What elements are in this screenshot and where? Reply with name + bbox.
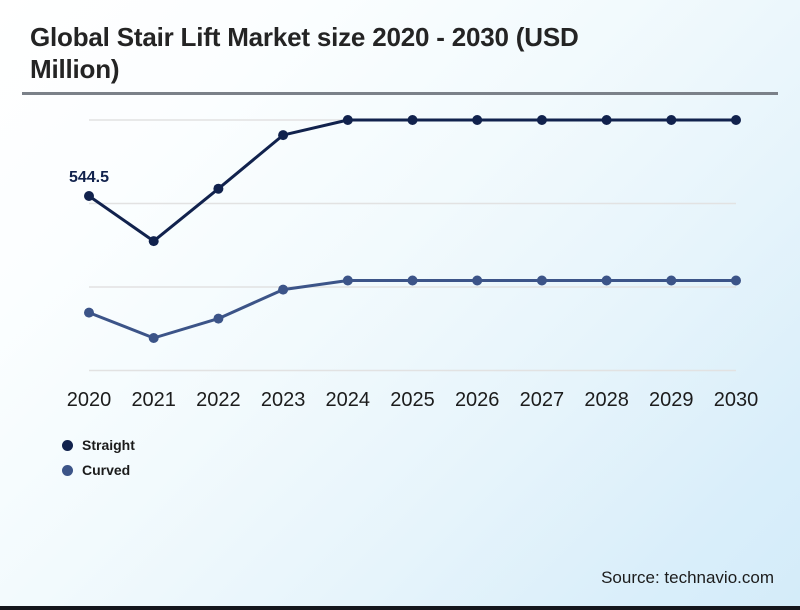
title-divider bbox=[22, 92, 778, 95]
data-point-straight-2020[interactable] bbox=[84, 191, 94, 201]
data-point-curved-2030[interactable] bbox=[731, 275, 741, 286]
data-point-straight-2024[interactable] bbox=[342, 115, 353, 125]
x-axis-tick-2029: 2029 bbox=[649, 389, 694, 411]
data-point-straight-2023[interactable] bbox=[278, 130, 289, 141]
data-point-straight-2029[interactable] bbox=[666, 115, 677, 125]
data-point-straight-2030[interactable] bbox=[731, 115, 741, 125]
data-point-straight-2022[interactable] bbox=[213, 183, 224, 194]
series-lines-group bbox=[87, 118, 738, 340]
legend-item-curved[interactable]: Curved bbox=[62, 458, 135, 482]
data-point-curved-2020[interactable] bbox=[84, 307, 94, 318]
data-point-straight-2025[interactable] bbox=[407, 115, 418, 125]
value-labels-group: 544.5 bbox=[69, 169, 109, 186]
data-point-straight-2028[interactable] bbox=[601, 115, 612, 125]
legend-label-straight: Straight bbox=[82, 437, 135, 453]
x-axis-tick-2030: 2030 bbox=[714, 389, 759, 411]
x-axis-tick-2028: 2028 bbox=[584, 389, 629, 411]
data-point-straight-2021[interactable] bbox=[148, 236, 159, 247]
series-line-curved bbox=[87, 279, 738, 340]
title-block: Global Stair Lift Market size 2020 - 203… bbox=[30, 22, 670, 86]
gridlines-group bbox=[89, 119, 736, 372]
data-point-curved-2029[interactable] bbox=[666, 275, 677, 286]
x-axis-tick-2024: 2024 bbox=[326, 389, 371, 411]
data-point-straight-2027[interactable] bbox=[536, 115, 547, 125]
x-axis-tick-2021: 2021 bbox=[131, 389, 176, 411]
data-point-curved-2022[interactable] bbox=[213, 313, 224, 324]
data-point-curved-2021[interactable] bbox=[148, 333, 159, 343]
data-point-curved-2023[interactable] bbox=[278, 284, 289, 295]
legend-swatch-curved-icon bbox=[62, 464, 73, 476]
series-points-group bbox=[84, 115, 741, 343]
x-axis-tick-2022: 2022 bbox=[196, 389, 241, 411]
data-point-curved-2028[interactable] bbox=[601, 275, 612, 286]
data-label-straight-2020: 544.5 bbox=[69, 169, 109, 186]
legend-swatch-straight-icon bbox=[62, 439, 73, 451]
data-point-curved-2024[interactable] bbox=[342, 275, 353, 286]
legend-item-straight[interactable]: Straight bbox=[62, 433, 135, 457]
x-axis-tick-2025: 2025 bbox=[390, 389, 435, 411]
chart-legend: Straight Curved bbox=[62, 433, 135, 483]
data-point-curved-2027[interactable] bbox=[536, 275, 547, 286]
data-point-curved-2026[interactable] bbox=[472, 275, 483, 286]
page-title: Global Stair Lift Market size 2020 - 203… bbox=[30, 22, 579, 84]
x-axis-tick-2023: 2023 bbox=[261, 389, 306, 411]
x-axis-tick-2026: 2026 bbox=[455, 389, 500, 411]
x-axis-tick-2020: 2020 bbox=[67, 389, 112, 411]
source-attribution: Source: technavio.com bbox=[601, 568, 774, 587]
x-axis-tick-2027: 2027 bbox=[520, 389, 565, 411]
data-point-straight-2026[interactable] bbox=[472, 115, 483, 125]
series-line-straight bbox=[87, 118, 738, 243]
data-point-curved-2025[interactable] bbox=[407, 275, 418, 286]
legend-label-curved: Curved bbox=[82, 462, 131, 478]
x-axis-labels-group: 2020 2021 2022 2023 2024 2025 2026 2027 2028 2029… bbox=[67, 389, 759, 411]
